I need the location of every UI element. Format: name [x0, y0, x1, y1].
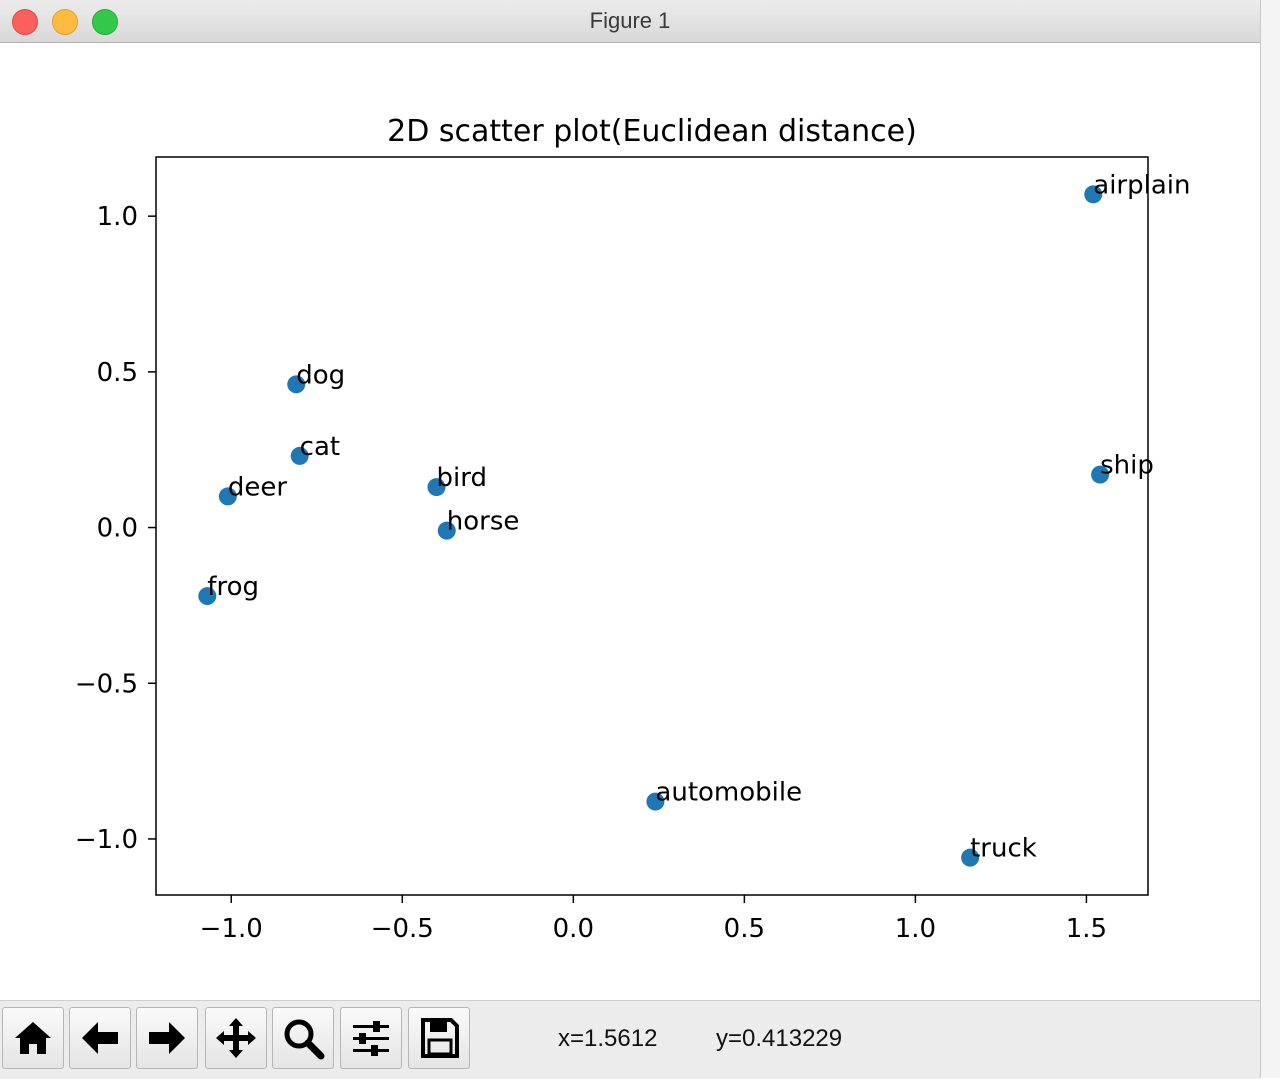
close-window-button[interactable]	[12, 9, 38, 35]
floppy-icon	[421, 1018, 459, 1058]
x-tick-label: 0.5	[724, 914, 765, 944]
y-axis: −1.0 −0.5 0.0 0.5 1.0	[75, 202, 156, 855]
figure-canvas[interactable]: 2D scatter plot(Euclidean distance) −1.0…	[0, 43, 1260, 1000]
scatter-point	[646, 792, 665, 811]
scatter-point	[218, 487, 237, 506]
point-label: truck	[970, 834, 1037, 864]
scatter-point	[287, 375, 306, 394]
scatter-point	[1091, 465, 1110, 484]
zoom-window-button[interactable]	[92, 9, 118, 35]
navigation-toolbar: x=1.5612 y=0.413229	[0, 1000, 1260, 1079]
x-tick-label: −1.0	[200, 914, 263, 944]
window-titlebar: Figure 1	[0, 0, 1260, 43]
save-button[interactable]	[408, 1007, 470, 1069]
point-label: ship	[1100, 451, 1154, 481]
scatter-point	[427, 478, 446, 497]
point-label: bird	[436, 463, 486, 493]
scatter-point	[198, 587, 217, 606]
forward-button[interactable]	[136, 1007, 198, 1069]
sliders-icon	[353, 1021, 389, 1056]
x-coordinate-readout: x=1.5612	[558, 1025, 658, 1052]
window-title: Figure 1	[589, 8, 671, 33]
point-label: horse	[447, 507, 520, 537]
y-tick-label: 0.5	[97, 358, 138, 388]
point-label: automobile	[655, 778, 802, 808]
point-label: airplain	[1093, 170, 1190, 200]
minimize-window-button[interactable]	[52, 9, 78, 35]
background-window-edge	[1260, 0, 1280, 1078]
x-tick-label: −0.5	[371, 914, 434, 944]
configure-subplots-button[interactable]	[340, 1007, 402, 1069]
y-tick-label: −0.5	[75, 669, 138, 699]
scatter-plot: 2D scatter plot(Euclidean distance) −1.0…	[75, 114, 1191, 944]
plot-area-frame	[155, 156, 1149, 896]
y-tick-label: −1.0	[75, 825, 138, 855]
arrow-left-icon	[82, 1022, 118, 1054]
chart-title: 2D scatter plot(Euclidean distance)	[387, 114, 917, 149]
magnifier-icon	[284, 1019, 325, 1060]
x-axis: −1.0 −0.5 0.0 0.5 1.0 1.5	[200, 895, 1107, 944]
point-label: frog	[207, 572, 259, 602]
scatter-point	[1084, 185, 1103, 204]
point-label: deer	[228, 472, 287, 502]
scatter-points	[198, 185, 1110, 867]
arrow-right-icon	[149, 1022, 185, 1054]
back-button[interactable]	[69, 1007, 131, 1069]
home-icon	[15, 1022, 51, 1054]
zoom-button[interactable]	[272, 1007, 334, 1069]
scatter-point	[437, 521, 456, 540]
y-coordinate-readout: y=0.413229	[716, 1025, 843, 1052]
x-tick-label: 0.0	[553, 914, 594, 944]
y-tick-label: 1.0	[97, 202, 138, 232]
scatter-point	[290, 446, 309, 465]
x-tick-label: 1.0	[895, 914, 936, 944]
home-button[interactable]	[2, 1007, 64, 1069]
point-label: cat	[300, 432, 340, 462]
move-icon	[216, 1018, 256, 1058]
scatter-point	[961, 848, 980, 867]
x-tick-label: 1.5	[1066, 914, 1107, 944]
y-tick-label: 0.0	[97, 514, 138, 544]
point-label: dog	[296, 360, 345, 390]
pan-button[interactable]	[205, 1007, 267, 1069]
